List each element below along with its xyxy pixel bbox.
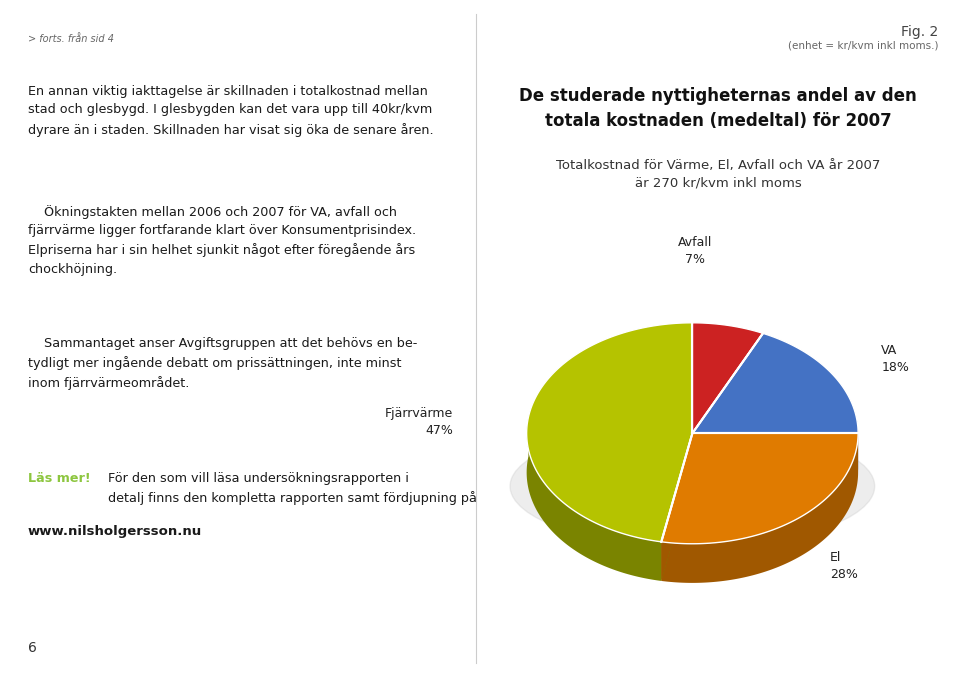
Text: De studerade nyttigheternas andel av den: De studerade nyttigheternas andel av den bbox=[519, 87, 917, 105]
Text: 6: 6 bbox=[28, 641, 36, 655]
Text: > forts. från sid 4: > forts. från sid 4 bbox=[28, 34, 114, 44]
Text: Fjärrvärme
47%: Fjärrvärme 47% bbox=[385, 407, 453, 437]
Polygon shape bbox=[661, 433, 692, 581]
Polygon shape bbox=[527, 323, 692, 542]
Ellipse shape bbox=[510, 425, 875, 547]
Polygon shape bbox=[692, 433, 858, 473]
Text: Totalkostnad för Värme, El, Avfall och VA år 2007: Totalkostnad för Värme, El, Avfall och V… bbox=[556, 159, 880, 172]
Polygon shape bbox=[661, 433, 858, 544]
Polygon shape bbox=[661, 433, 858, 583]
Polygon shape bbox=[527, 417, 661, 581]
Text: Fig. 2: Fig. 2 bbox=[900, 25, 938, 39]
Text: Läs mer!: Läs mer! bbox=[28, 472, 90, 485]
Text: www.nilsholgersson.nu: www.nilsholgersson.nu bbox=[28, 525, 203, 538]
Text: Sammantaget anser Avgiftsgruppen att det behövs en be-
tydligt mer ingående deba: Sammantaget anser Avgiftsgruppen att det… bbox=[28, 337, 418, 390]
Text: För den som vill läsa undersökningsrapporten i
detalj finns den kompletta rappor: För den som vill läsa undersökningsrappo… bbox=[108, 472, 477, 505]
Text: Ökningstakten mellan 2006 och 2007 för VA, avfall och
fjärrvärme ligger fortfara: Ökningstakten mellan 2006 och 2007 för V… bbox=[28, 205, 416, 276]
Text: totala kostnaden (medeltal) för 2007: totala kostnaden (medeltal) för 2007 bbox=[544, 112, 892, 130]
Polygon shape bbox=[856, 417, 858, 473]
Polygon shape bbox=[692, 333, 858, 433]
Text: En annan viktig iakttagelse är skillnaden i totalkostnad mellan
stad och glesbyg: En annan viktig iakttagelse är skillnade… bbox=[28, 85, 434, 137]
Text: är 270 kr/kvm inkl moms: är 270 kr/kvm inkl moms bbox=[635, 177, 802, 190]
Polygon shape bbox=[692, 433, 858, 473]
Text: (enhet = kr/kvm inkl moms.): (enhet = kr/kvm inkl moms.) bbox=[787, 41, 938, 51]
Polygon shape bbox=[661, 433, 692, 581]
Polygon shape bbox=[692, 323, 763, 433]
Text: El
28%: El 28% bbox=[829, 552, 857, 582]
Text: Avfall
7%: Avfall 7% bbox=[678, 236, 712, 266]
Text: VA
18%: VA 18% bbox=[881, 345, 909, 374]
